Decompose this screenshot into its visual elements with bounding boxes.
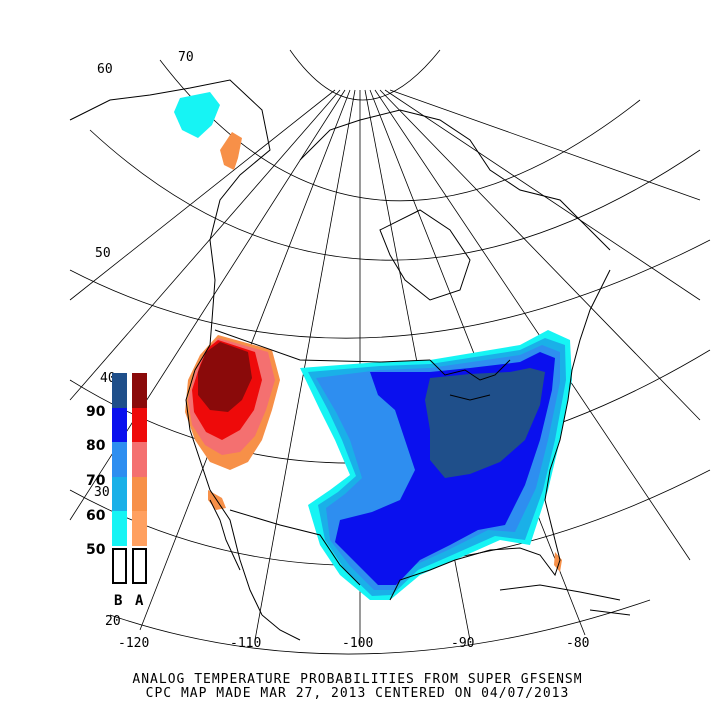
lon-label-neg80: -80 xyxy=(566,636,590,651)
lat-label-60: 60 xyxy=(97,62,113,77)
map-title-line1: ANALOG TEMPERATURE PROBABILITIES FROM SU… xyxy=(132,672,583,687)
legend-swatch-above-2 xyxy=(132,442,147,477)
map-title-line2: CPC MAP MADE MAR 27, 2013 CENTERED ON 04… xyxy=(145,686,570,701)
coastlines xyxy=(69,79,631,641)
meridian-neg60 xyxy=(379,89,701,421)
lon-label-neg100: -100 xyxy=(342,636,374,651)
below-region-alaska xyxy=(174,92,220,138)
legend-level-80: 80 xyxy=(86,438,106,454)
legend-swatch-above-4 xyxy=(132,511,147,546)
coast-hudson xyxy=(379,209,471,301)
legend-swatch-above-0 xyxy=(132,373,147,408)
lat-label-50: 50 xyxy=(95,246,111,261)
lon-label-neg90: -90 xyxy=(451,636,475,651)
legend-level-50: 50 xyxy=(86,542,106,558)
legend-level-70: 70 xyxy=(86,473,106,489)
lat-label-30: 30 xyxy=(94,485,110,500)
legend-level-90: 90 xyxy=(86,404,106,420)
meridian-neg150 xyxy=(69,89,336,301)
lon-label-neg120: -120 xyxy=(118,636,150,651)
above-normal-regions xyxy=(185,132,562,572)
meridian-neg140 xyxy=(69,89,341,401)
legend-swatch-below-4 xyxy=(112,511,127,546)
legend-swatch-below-2 xyxy=(112,442,127,477)
legend-swatch-below-1 xyxy=(112,407,127,442)
legend-below-label: B xyxy=(114,593,123,609)
parallel-50 xyxy=(69,239,711,339)
lat-label-20: 20 xyxy=(105,614,121,629)
lon-label-neg110: -110 xyxy=(230,636,262,651)
parallel-80 xyxy=(289,49,441,101)
coast-east xyxy=(544,269,611,541)
legend-above-label: A xyxy=(135,593,144,609)
legend-swatch-above-empty xyxy=(132,547,147,584)
coast-greatlakes xyxy=(429,359,511,401)
above-region-florida xyxy=(554,552,562,572)
meridian-neg110 xyxy=(254,89,356,641)
parallel-70 xyxy=(159,59,641,202)
lat-label-40: 40 xyxy=(100,371,116,386)
coast-west xyxy=(69,79,271,616)
legend-swatch-above-1 xyxy=(132,407,147,442)
border-us-mexico xyxy=(229,509,361,586)
coast-gulf xyxy=(389,539,561,601)
coast-caribbean xyxy=(499,584,631,616)
above-region-alaska xyxy=(220,132,242,170)
border-us-canada xyxy=(214,329,431,363)
legend-swatch-above-3 xyxy=(132,476,147,511)
below-region-40 xyxy=(425,368,545,478)
parallel-60 xyxy=(89,129,701,261)
meridian-neg50 xyxy=(384,89,701,301)
legend-level-60: 60 xyxy=(86,508,106,524)
parallel-20 xyxy=(109,599,651,655)
meridian-neg70 xyxy=(374,89,691,561)
meridian-neg40 xyxy=(389,89,701,201)
legend-swatch-below-empty xyxy=(112,547,127,584)
lat-label-70: 70 xyxy=(178,50,194,65)
legend-swatch-below-3 xyxy=(112,476,127,511)
legend-swatch-below-0 xyxy=(112,373,127,408)
above-region-40 xyxy=(198,342,252,412)
below-normal-regions xyxy=(300,330,572,600)
coast-arctic xyxy=(299,109,611,251)
coast-mexico xyxy=(209,499,301,641)
